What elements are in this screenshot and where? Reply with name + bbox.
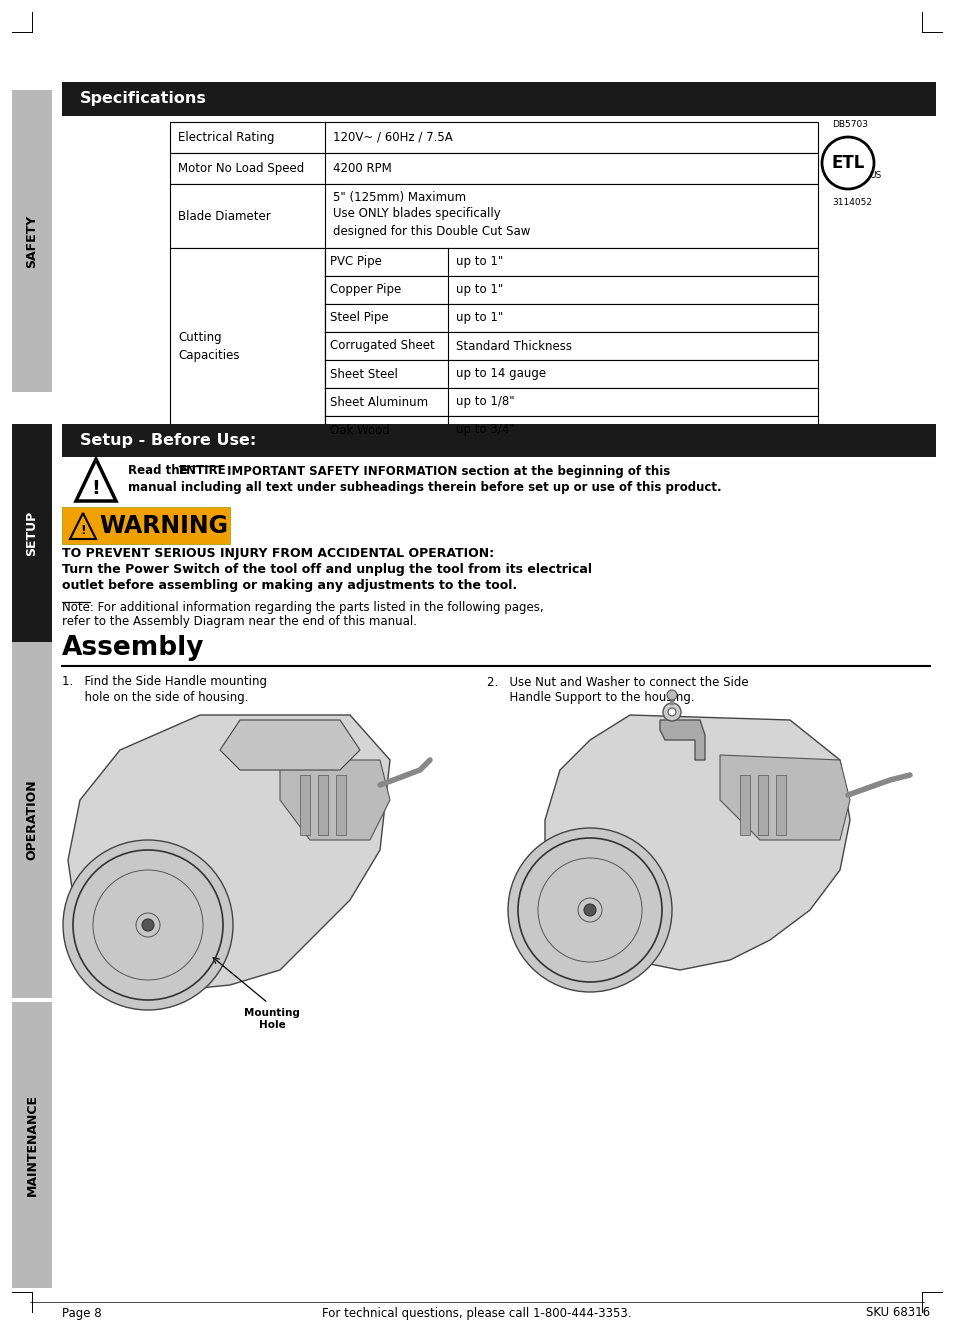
- Text: Handle Support to the housing.: Handle Support to the housing.: [486, 691, 694, 703]
- Polygon shape: [544, 715, 849, 970]
- Bar: [62, 424, 935, 457]
- Text: Specifications: Specifications: [80, 91, 207, 106]
- Polygon shape: [220, 720, 359, 771]
- Circle shape: [667, 708, 676, 716]
- Text: !: !: [80, 524, 86, 538]
- Text: up to 1/8": up to 1/8": [456, 396, 514, 409]
- Text: up to 14 gauge: up to 14 gauge: [456, 368, 545, 380]
- Text: OPERATION: OPERATION: [26, 780, 38, 861]
- Circle shape: [507, 828, 671, 992]
- Text: Assembly: Assembly: [62, 636, 204, 661]
- Bar: [325, 416, 817, 444]
- Polygon shape: [659, 720, 704, 760]
- Text: ENTIRE: ENTIRE: [179, 465, 227, 478]
- Bar: [62, 82, 935, 117]
- Text: Steel Pipe: Steel Pipe: [330, 311, 388, 324]
- Text: Copper Pipe: Copper Pipe: [330, 283, 401, 297]
- Polygon shape: [70, 512, 96, 539]
- Bar: [62, 507, 230, 544]
- Text: Corrugated Sheet: Corrugated Sheet: [330, 339, 435, 352]
- Bar: [325, 388, 817, 416]
- Polygon shape: [280, 760, 390, 839]
- Text: up to 1": up to 1": [456, 283, 503, 297]
- Text: 3114052: 3114052: [831, 199, 871, 207]
- Text: refer to the Assembly Diagram near the end of this manual.: refer to the Assembly Diagram near the e…: [62, 616, 416, 629]
- Bar: [170, 122, 817, 154]
- Text: TO PREVENT SERIOUS INJURY FROM ACCIDENTAL OPERATION:: TO PREVENT SERIOUS INJURY FROM ACCIDENTA…: [62, 548, 494, 560]
- Text: up to 1": up to 1": [456, 256, 503, 269]
- Text: SETUP: SETUP: [26, 510, 38, 556]
- Bar: [12, 642, 52, 998]
- Polygon shape: [68, 715, 390, 990]
- Text: Cutting
Capacities: Cutting Capacities: [178, 331, 239, 361]
- Text: Sheet Aluminum: Sheet Aluminum: [330, 396, 428, 409]
- Text: 120V~ / 60Hz / 7.5A: 120V~ / 60Hz / 7.5A: [333, 131, 453, 144]
- Text: SAFETY: SAFETY: [26, 214, 38, 267]
- Bar: [12, 90, 52, 392]
- Polygon shape: [720, 755, 849, 839]
- Text: 4200 RPM: 4200 RPM: [333, 162, 392, 175]
- Text: IMPORTANT SAFETY INFORMATION section at the beginning of this: IMPORTANT SAFETY INFORMATION section at …: [223, 465, 670, 478]
- Bar: [335, 775, 346, 835]
- Bar: [775, 775, 785, 835]
- Text: MAINTENANCE: MAINTENANCE: [26, 1094, 38, 1196]
- Text: Page 8: Page 8: [62, 1307, 102, 1320]
- Text: WARNING: WARNING: [99, 514, 228, 538]
- Text: Use ONLY blades specifically: Use ONLY blades specifically: [333, 208, 500, 221]
- Text: Blade Diameter: Blade Diameter: [178, 209, 271, 222]
- Circle shape: [583, 904, 596, 916]
- Text: Oak Wood: Oak Wood: [330, 424, 390, 437]
- Polygon shape: [76, 459, 116, 500]
- Bar: [758, 775, 767, 835]
- Text: designed for this Double Cut Saw: designed for this Double Cut Saw: [333, 225, 530, 238]
- Bar: [12, 424, 52, 642]
- Bar: [325, 332, 817, 360]
- Text: Note: For additional information regarding the parts listed in the following pag: Note: For additional information regardi…: [62, 601, 543, 613]
- Text: up to 3/4": up to 3/4": [456, 424, 514, 437]
- Bar: [325, 275, 817, 305]
- Text: PVC Pipe: PVC Pipe: [330, 256, 381, 269]
- Text: outlet before assembling or making any adjustments to the tool.: outlet before assembling or making any a…: [62, 579, 517, 592]
- Text: US: US: [868, 172, 881, 180]
- Bar: [170, 154, 817, 184]
- Text: Motor No Load Speed: Motor No Load Speed: [178, 162, 304, 175]
- Bar: [317, 775, 328, 835]
- Text: ETL: ETL: [830, 154, 863, 172]
- Circle shape: [666, 690, 677, 700]
- Circle shape: [63, 839, 233, 1010]
- Bar: [740, 775, 749, 835]
- Text: SKU 68316: SKU 68316: [865, 1307, 929, 1320]
- Text: 5" (125mm) Maximum: 5" (125mm) Maximum: [333, 191, 466, 204]
- Text: Mounting
Hole: Mounting Hole: [244, 1008, 299, 1030]
- Text: DB5703: DB5703: [831, 120, 867, 128]
- Bar: [325, 248, 817, 275]
- Circle shape: [662, 703, 680, 722]
- Bar: [12, 1002, 52, 1288]
- Text: Electrical Rating: Electrical Rating: [178, 131, 274, 144]
- Text: Setup - Before Use:: Setup - Before Use:: [80, 433, 256, 448]
- Text: For technical questions, please call 1-800-444-3353.: For technical questions, please call 1-8…: [322, 1307, 631, 1320]
- Bar: [325, 305, 817, 332]
- Text: up to 1": up to 1": [456, 311, 503, 324]
- Text: 2.   Use Nut and Washer to connect the Side: 2. Use Nut and Washer to connect the Sid…: [486, 675, 748, 688]
- Text: manual including all text under subheadings therein before set up or use of this: manual including all text under subheadi…: [128, 481, 720, 494]
- Bar: [299, 775, 310, 835]
- Text: Read the: Read the: [128, 465, 192, 478]
- Bar: [325, 360, 817, 388]
- Bar: [170, 248, 325, 444]
- Text: !: !: [91, 479, 100, 499]
- Circle shape: [142, 919, 153, 931]
- Text: hole on the side of housing.: hole on the side of housing.: [62, 691, 248, 703]
- Text: 1.   Find the Side Handle mounting: 1. Find the Side Handle mounting: [62, 675, 267, 688]
- Bar: [170, 184, 817, 248]
- Text: Sheet Steel: Sheet Steel: [330, 368, 397, 380]
- Text: Standard Thickness: Standard Thickness: [456, 339, 572, 352]
- Text: Turn the Power Switch of the tool off and unplug the tool from its electrical: Turn the Power Switch of the tool off an…: [62, 564, 592, 576]
